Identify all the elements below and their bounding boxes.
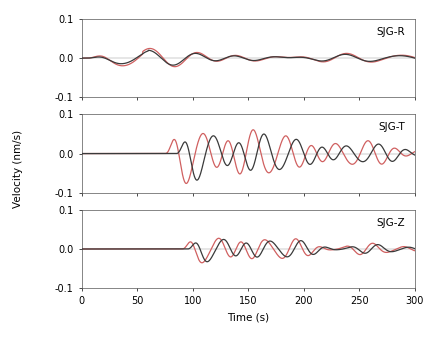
Text: SJG-T: SJG-T [377, 122, 404, 132]
X-axis label: Time (s): Time (s) [226, 312, 268, 322]
Text: Velocity (nm/s): Velocity (nm/s) [13, 129, 23, 208]
Text: SJG-Z: SJG-Z [375, 218, 404, 228]
Text: SJG-R: SJG-R [375, 27, 404, 37]
